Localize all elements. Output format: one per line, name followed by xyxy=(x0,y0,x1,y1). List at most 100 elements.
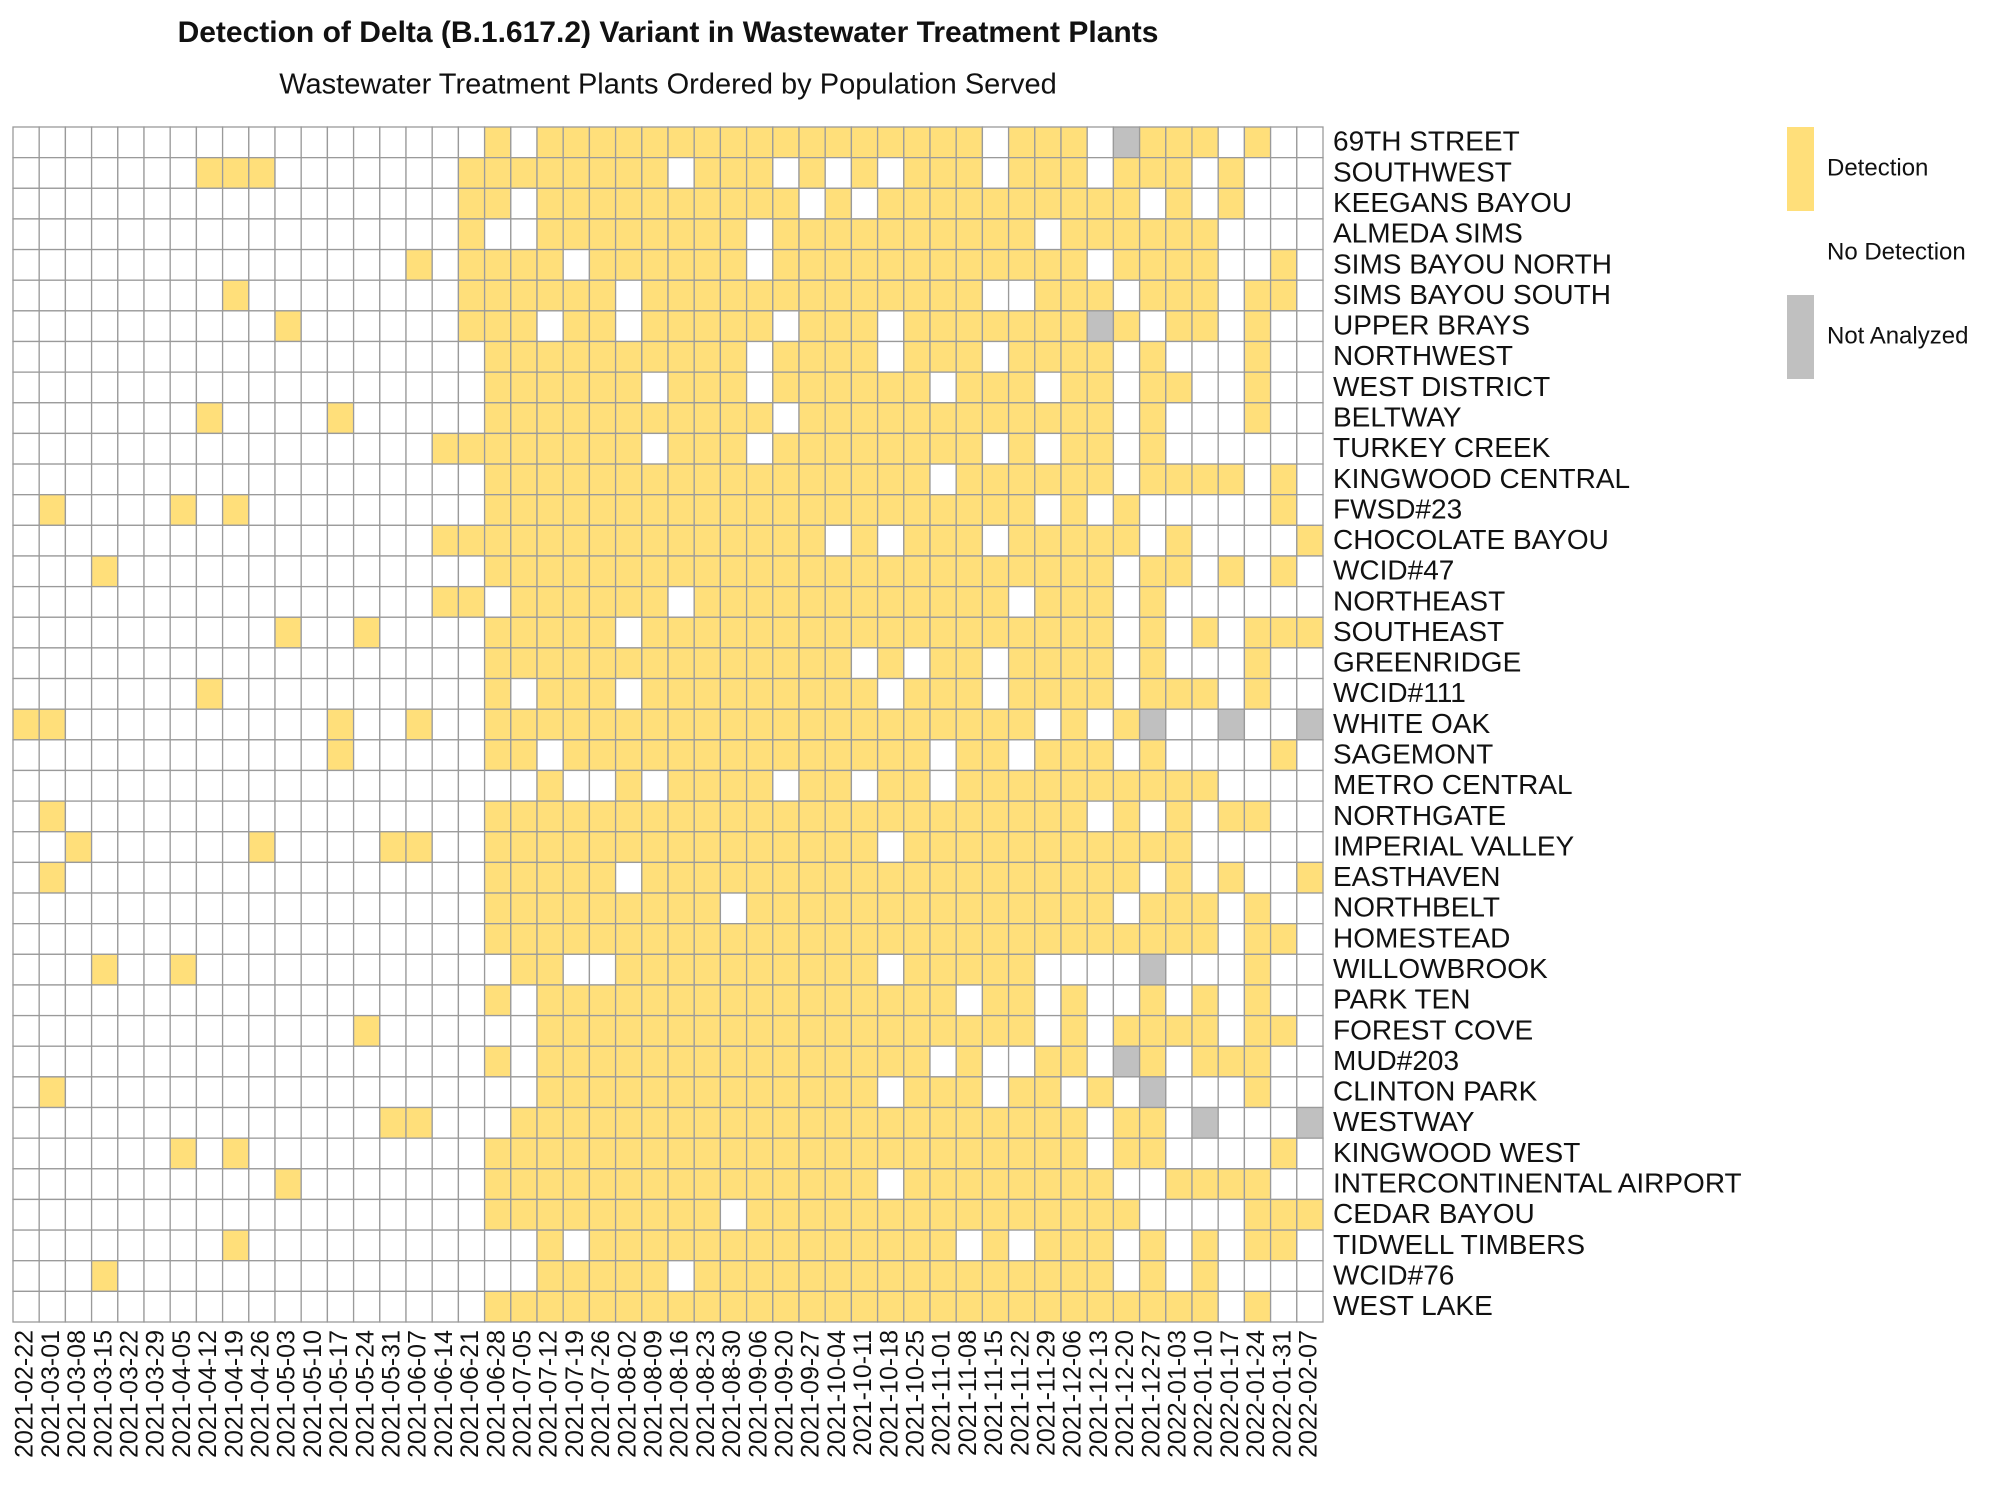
heat-cell xyxy=(1217,1198,1246,1231)
heat-cell xyxy=(903,861,931,894)
heat-cell xyxy=(248,1290,276,1323)
heat-cell xyxy=(981,1168,1010,1201)
heat-cell xyxy=(641,861,669,894)
column-label: 2021-09-06 xyxy=(744,1330,772,1458)
heat-cell xyxy=(876,218,905,251)
heat-cell xyxy=(352,463,381,496)
heat-cell xyxy=(169,739,198,772)
heat-cell xyxy=(405,677,433,710)
heat-cell xyxy=(169,1168,198,1201)
heat-cell xyxy=(1165,1198,1193,1231)
heat-cell xyxy=(90,310,119,343)
heat-cell xyxy=(1034,1168,1062,1201)
column-label: 2021-12-06 xyxy=(1059,1330,1087,1458)
heat-cell xyxy=(667,187,695,220)
heat-cell xyxy=(248,923,276,955)
heat-cell xyxy=(1007,1168,1036,1201)
heat-cell xyxy=(248,279,276,312)
heat-cell xyxy=(1296,248,1324,281)
heat-cell xyxy=(1112,126,1141,159)
heat-cell xyxy=(1060,861,1088,894)
heat-cell xyxy=(1086,769,1115,802)
heat-cell xyxy=(143,739,171,772)
heat-cell xyxy=(876,494,905,526)
heat-cell xyxy=(248,1045,276,1078)
heat-cell xyxy=(850,187,879,220)
column-label: 2021-08-02 xyxy=(613,1330,641,1458)
heat-cell xyxy=(876,126,905,159)
column-label: 2021-05-31 xyxy=(378,1330,406,1458)
heat-cell xyxy=(483,555,512,588)
heat-cell xyxy=(588,555,617,588)
heat-cell xyxy=(326,1198,355,1231)
heat-cell xyxy=(719,494,748,526)
heat-cell xyxy=(1060,647,1088,680)
heat-cell xyxy=(38,585,67,618)
heat-cell xyxy=(405,831,433,864)
heat-cell xyxy=(641,1198,669,1231)
heat-cell xyxy=(903,218,931,251)
column-label: 2021-09-20 xyxy=(771,1330,799,1458)
heat-cell xyxy=(195,585,224,618)
heat-cell xyxy=(274,861,302,894)
heat-cell xyxy=(745,310,774,343)
heat-cell xyxy=(431,494,460,526)
heat-cell xyxy=(955,1168,984,1201)
heat-cell xyxy=(876,555,905,588)
heat-cell xyxy=(1191,831,1219,864)
heat-cell xyxy=(876,1137,905,1170)
heat-cell xyxy=(745,953,774,986)
heat-cell xyxy=(1296,1014,1324,1047)
heat-cell xyxy=(326,248,355,281)
heat-cell xyxy=(1034,1290,1062,1323)
heat-cell xyxy=(1269,494,1298,526)
heat-cell xyxy=(483,371,512,404)
heat-cell xyxy=(483,310,512,343)
heat-cell xyxy=(221,524,250,557)
heat-cell xyxy=(1034,156,1062,189)
heat-cell xyxy=(457,647,486,680)
heat-cell xyxy=(117,1229,145,1262)
heat-cell xyxy=(1007,708,1036,741)
heat-cell xyxy=(379,1260,407,1293)
heat-cell xyxy=(772,1198,800,1231)
heat-cell xyxy=(588,831,617,864)
heat-cell xyxy=(300,1045,329,1078)
heat-cell xyxy=(1007,340,1036,373)
heat-cell xyxy=(352,279,381,312)
heat-cell xyxy=(169,524,198,557)
heat-cell xyxy=(274,953,302,986)
heat-cell xyxy=(1191,1137,1219,1170)
heat-cell xyxy=(824,463,853,496)
heat-cell xyxy=(510,248,538,281)
heat-cell xyxy=(693,218,722,251)
heat-cell xyxy=(824,248,853,281)
heat-cell xyxy=(1243,677,1272,710)
heat-cell xyxy=(1191,555,1219,588)
heat-cell xyxy=(1191,126,1219,159)
heat-cell xyxy=(274,923,302,955)
heat-cell xyxy=(1296,279,1324,312)
heat-cell xyxy=(483,1106,512,1139)
heat-cell xyxy=(772,616,800,649)
heat-cell xyxy=(1060,463,1088,496)
heat-cell xyxy=(38,677,67,710)
heat-cell xyxy=(326,892,355,925)
heat-cell xyxy=(1112,340,1141,373)
heat-cell xyxy=(1112,1290,1141,1323)
heat-cell xyxy=(614,463,643,496)
heat-cell xyxy=(1112,1045,1141,1078)
heat-cell xyxy=(221,708,250,741)
heat-cell xyxy=(1243,1045,1272,1078)
heat-cell xyxy=(772,218,800,251)
heat-cell xyxy=(326,494,355,526)
heat-cell xyxy=(903,279,931,312)
heat-cell xyxy=(614,1290,643,1323)
heat-cell xyxy=(352,616,381,649)
heat-cell xyxy=(90,371,119,404)
heat-cell xyxy=(1165,739,1193,772)
heat-cell xyxy=(1243,616,1272,649)
heat-cell xyxy=(1007,616,1036,649)
heat-cell xyxy=(903,800,931,833)
